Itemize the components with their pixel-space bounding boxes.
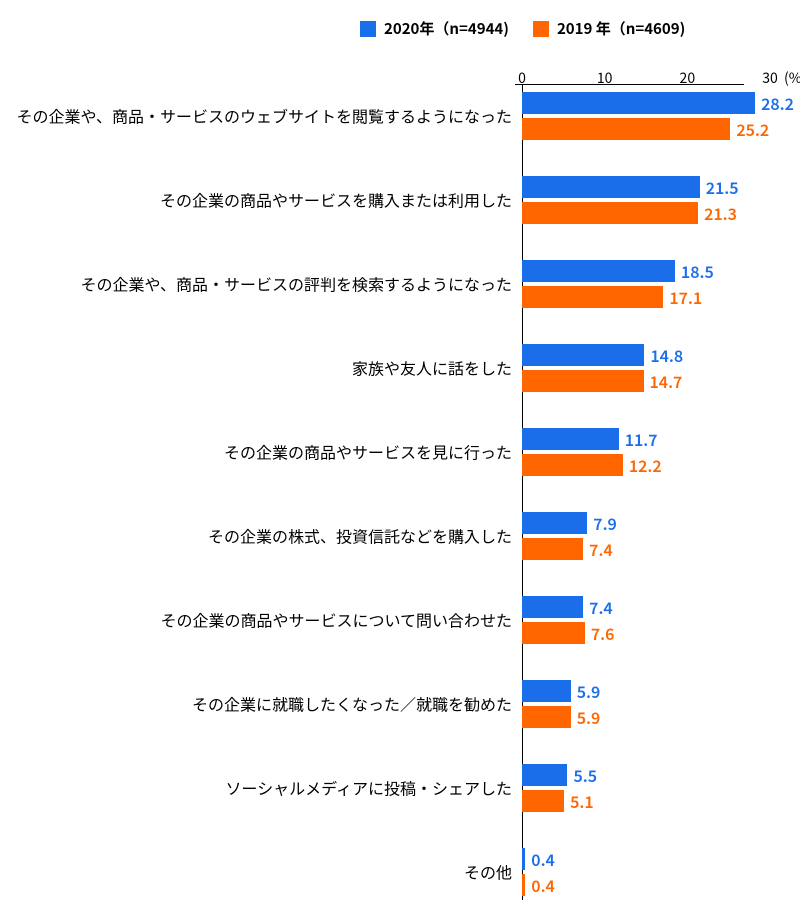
value-label: 21.5 (706, 175, 739, 199)
x-axis-tick: 10 (597, 68, 613, 88)
bar (522, 176, 700, 198)
x-axis-line (515, 84, 744, 85)
legend-swatch (533, 21, 549, 37)
value-label: 5.9 (577, 679, 601, 703)
value-label: 28.2 (761, 91, 794, 115)
category-label: その企業や、商品・サービスのウェブサイトを閲覧するようになった (16, 106, 512, 127)
value-label: 11.7 (625, 427, 658, 451)
value-label: 21.3 (704, 201, 737, 225)
value-label: 7.4 (589, 595, 613, 619)
bar (522, 92, 755, 114)
bar (522, 790, 564, 812)
bar (522, 874, 525, 896)
category-label: ソーシャルメディアに投稿・シェアした (225, 778, 512, 799)
bar (522, 848, 525, 870)
bar (522, 622, 585, 644)
value-label: 25.2 (736, 117, 769, 141)
bar (522, 680, 571, 702)
value-label: 5.1 (570, 789, 594, 813)
bar (522, 286, 663, 308)
x-axis-tick: 0 (518, 68, 526, 88)
bar (522, 260, 675, 282)
value-label: 17.1 (669, 285, 702, 309)
value-label: 5.9 (577, 705, 601, 729)
bar (522, 454, 623, 476)
bar (522, 764, 567, 786)
category-label: その企業の商品やサービスを購入または利用した (160, 190, 512, 211)
value-label: 18.5 (681, 259, 714, 283)
value-label: 7.9 (593, 511, 617, 535)
value-label: 0.4 (531, 873, 555, 897)
category-label: 家族や友人に話をした (352, 358, 512, 379)
value-label: 12.2 (629, 453, 662, 477)
x-axis-tick: 20 (680, 68, 696, 88)
bar (522, 370, 644, 392)
bar (522, 344, 644, 366)
legend-label: 2019 年（n=4609) (557, 18, 685, 39)
value-label: 14.8 (650, 343, 683, 367)
legend: 2020年（n=4944) 2019 年（n=4609) (360, 18, 685, 39)
value-label: 0.4 (531, 847, 555, 871)
category-label: その他 (464, 862, 512, 883)
bar (522, 428, 619, 450)
bar (522, 202, 698, 224)
bar (522, 596, 583, 618)
category-label: その企業の商品やサービスを見に行った (224, 442, 512, 463)
category-label: その企業の商品やサービスについて問い合わせた (160, 610, 512, 631)
value-label: 5.5 (573, 763, 597, 787)
legend-item: 2019 年（n=4609) (533, 18, 685, 39)
legend-swatch (360, 21, 376, 37)
bar (522, 512, 587, 534)
bar (522, 118, 730, 140)
legend-item: 2020年（n=4944) (360, 18, 509, 39)
value-label: 14.7 (650, 369, 683, 393)
value-label: 7.4 (589, 537, 613, 561)
x-axis-unit: (%) (784, 68, 800, 88)
bar (522, 706, 571, 728)
horizontal-grouped-bar-chart: 2020年（n=4944)2019 年（n=4609) 0102030 (%) … (0, 0, 800, 907)
value-label: 7.6 (591, 621, 615, 645)
category-label: その企業に就職したくなった／就職を勧めた (192, 694, 512, 715)
category-label: その企業や、商品・サービスの評判を検索するようになった (80, 274, 512, 295)
legend-label: 2020年（n=4944) (384, 18, 509, 39)
category-label: その企業の株式、投資信託などを購入した (208, 526, 512, 547)
bar (522, 538, 583, 560)
x-axis-tick: 30 (762, 68, 778, 88)
